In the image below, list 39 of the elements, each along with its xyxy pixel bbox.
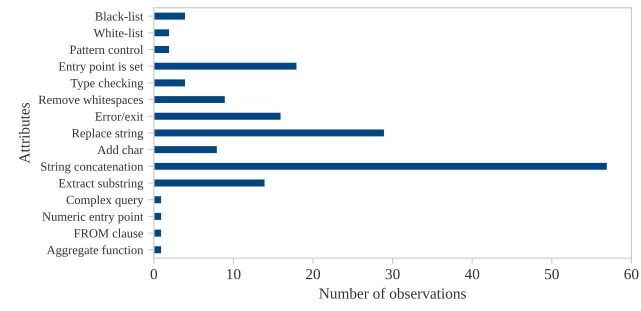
x-tick-label: 40 <box>464 268 480 280</box>
bar <box>154 228 162 238</box>
bar <box>154 44 170 54</box>
bar <box>154 28 170 38</box>
x-tick-label: 50 <box>545 268 559 280</box>
x-tick-label: 60 <box>624 268 638 280</box>
y-tick-label: Type checking <box>70 78 144 90</box>
y-tick-label: Entry point is set <box>58 62 144 74</box>
x-tick-label: 20 <box>306 268 320 280</box>
y-tick-label: Extract substring <box>58 178 144 190</box>
x-tick-label: 10 <box>227 268 240 280</box>
y-tick-label: Black-list <box>95 12 144 21</box>
y-tick-label: Aggregate function <box>46 245 144 257</box>
bar <box>154 144 218 155</box>
bar <box>154 11 186 21</box>
x-tick-label: 0 <box>150 268 158 280</box>
bar <box>154 61 298 72</box>
y-tick-label: FROM clause <box>74 228 143 238</box>
y-tick-label: White-list <box>93 28 144 38</box>
y-tick-label: Replace string <box>72 128 144 140</box>
x-tick-label: 30 <box>386 268 400 280</box>
bar <box>154 194 162 205</box>
y-tick-label: Numeric entry point <box>42 212 144 224</box>
y-tick-label: String concatenation <box>41 162 144 174</box>
y-tick-label: Add char <box>97 145 144 154</box>
bar <box>154 78 186 88</box>
y-tick-label: Remove whitespaces <box>38 95 143 107</box>
bar <box>154 244 162 255</box>
y-tick-label: Error/exit <box>95 112 144 121</box>
bar <box>154 161 608 172</box>
x-axis-title: Number of observations <box>319 288 466 299</box>
bar <box>154 212 162 222</box>
bar <box>154 94 226 104</box>
bar <box>154 111 282 122</box>
y-tick-label: Pattern control <box>70 45 144 54</box>
bar <box>154 128 386 138</box>
y-axis-title: Attributes <box>18 102 30 164</box>
bar <box>154 178 266 188</box>
y-tick-label: Complex query <box>66 195 144 207</box>
